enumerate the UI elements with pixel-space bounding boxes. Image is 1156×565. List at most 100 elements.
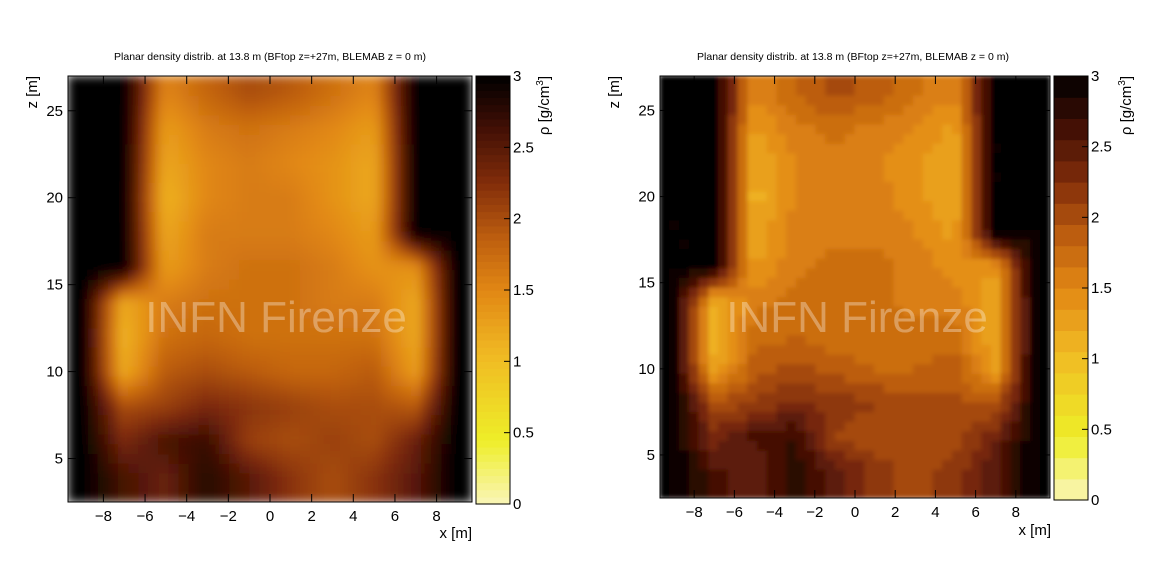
heatmap-cell [747, 439, 758, 451]
heatmap-cell [87, 307, 99, 319]
heatmap-cell [441, 336, 453, 348]
heatmap-cell [854, 161, 866, 173]
heatmap-cell [138, 230, 150, 242]
heatmap-cell [107, 424, 119, 435]
heatmap-cell [239, 395, 251, 406]
heatmap-cell [441, 307, 453, 319]
heatmap-cell [922, 171, 934, 182]
heatmap-cell [360, 76, 372, 87]
heatmap-cell [727, 296, 739, 307]
heatmap-cell [410, 385, 422, 396]
heatmap-cell [128, 491, 140, 502]
heatmap-cell [97, 346, 109, 358]
heatmap-cell [766, 161, 778, 173]
heatmap-cell [727, 459, 739, 470]
heatmap-cell [864, 219, 875, 230]
heatmap-cell [309, 491, 321, 502]
heatmap-cell [796, 142, 807, 154]
heatmap-cell [77, 395, 89, 406]
heatmap-cell [854, 353, 866, 365]
heatmap-cell [390, 220, 402, 232]
heatmap-cell [229, 162, 241, 174]
heatmap-cell [97, 336, 109, 348]
heatmap-cell [309, 85, 321, 96]
heatmap-cell [219, 307, 231, 319]
heatmap-cell [922, 238, 934, 250]
heatmap-cell [208, 336, 220, 348]
heatmap-cell [97, 424, 109, 435]
heatmap-cell [864, 76, 875, 87]
x-tick-label: −6 [136, 508, 153, 525]
heatmap-cell [922, 219, 934, 230]
heatmap-cell [805, 382, 817, 393]
heatmap-cell [961, 315, 973, 326]
heatmap-cell [330, 76, 342, 87]
heatmap-cell [441, 143, 453, 154]
heatmap-cell [1010, 152, 1022, 163]
heatmap-cell [431, 346, 443, 358]
heatmap-cell [1039, 152, 1050, 163]
heatmap-cell [922, 267, 934, 278]
heatmap-cell [1030, 392, 1041, 403]
heatmap-cell [893, 276, 905, 288]
heatmap-cell [796, 76, 807, 87]
heatmap-cell [679, 449, 690, 461]
heatmap-cell [971, 487, 983, 498]
heatmap-cell [981, 76, 992, 87]
heatmap-cell [198, 85, 210, 96]
heatmap-cell [942, 392, 953, 403]
heatmap-cell [942, 468, 953, 480]
heatmap-cell [727, 123, 739, 135]
heatmap-cell [688, 478, 700, 489]
colorbar-segment [476, 175, 510, 184]
heatmap-cell [178, 365, 190, 377]
heatmap-cell [269, 123, 281, 135]
heatmap-cell [299, 356, 311, 367]
heatmap-cell [168, 201, 180, 213]
heatmap-cell [148, 365, 160, 377]
heatmap-cell [893, 190, 905, 202]
heatmap-cell [815, 286, 827, 298]
heatmap-cell [178, 240, 190, 251]
heatmap-cell [1020, 104, 1031, 115]
heatmap-cell [370, 240, 382, 251]
heatmap-cell [698, 420, 710, 432]
heatmap-cell [400, 346, 412, 358]
heatmap-cell [330, 462, 342, 474]
heatmap-cell [400, 85, 412, 96]
heatmap-cell [942, 372, 953, 384]
heatmap-cell [796, 248, 807, 259]
heatmap-cell [421, 76, 433, 87]
heatmap-cell [68, 482, 79, 493]
heatmap-cell [138, 278, 150, 290]
heatmap-cell [68, 443, 79, 455]
heatmap-cell [805, 209, 817, 221]
heatmap-cell [188, 307, 200, 319]
heatmap-cell [269, 491, 281, 502]
heatmap-cell [229, 288, 241, 300]
heatmap-cell [178, 317, 190, 329]
heatmap-cell [991, 344, 1002, 355]
heatmap-cell [400, 182, 412, 193]
heatmap-cell [390, 269, 402, 280]
heatmap-cell [893, 248, 905, 259]
heatmap-cell [259, 298, 271, 309]
heatmap-cell [981, 85, 992, 96]
heatmap-cell [737, 439, 749, 451]
heatmap-cell [883, 171, 895, 182]
heatmap-cell [68, 346, 79, 358]
heatmap-cell [279, 201, 291, 213]
heatmap-cell [698, 430, 710, 441]
heatmap-cell [370, 336, 382, 348]
heatmap-cell [370, 182, 382, 193]
heatmap-cell [269, 288, 281, 300]
heatmap-cell [835, 238, 846, 250]
heatmap-cell [208, 395, 220, 406]
heatmap-cell [269, 240, 281, 251]
heatmap-cell [961, 76, 973, 87]
heatmap-cell [669, 315, 680, 326]
heatmap-cell [299, 482, 311, 493]
heatmap-cell [431, 230, 443, 242]
heatmap-cell [844, 161, 856, 173]
heatmap-cell [844, 305, 856, 317]
